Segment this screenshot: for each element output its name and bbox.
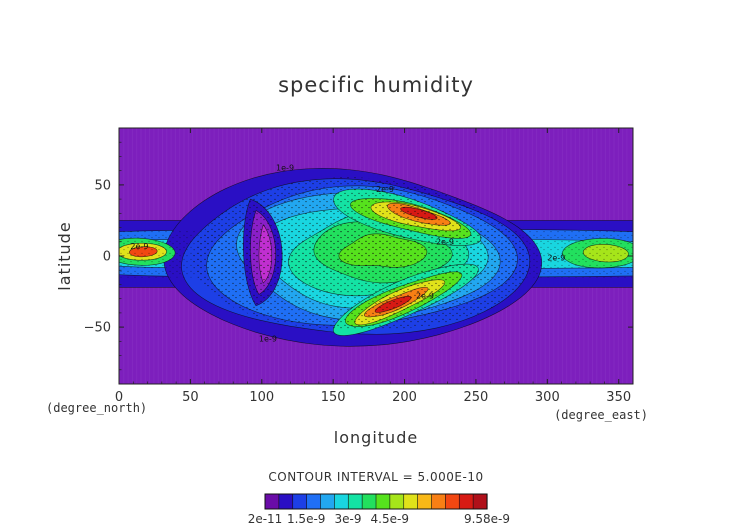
contour-lines: [119, 177, 633, 330]
colorbar-tick-labels: 2e-11 1.5e-9 3e-9 4.5e-9 9.58e-9: [248, 512, 510, 526]
colorbar-tick-label: 3e-9: [334, 512, 361, 526]
x-tick-label: 300: [535, 390, 560, 405]
contour-label: 2e-9: [416, 292, 434, 301]
colorbar-tick-label: 1.5e-9: [287, 512, 325, 526]
colorbar: [264, 493, 488, 510]
colorbar-swatch: [445, 493, 460, 510]
colorbar-swatch: [403, 493, 419, 510]
colorbar-swatch: [361, 493, 377, 510]
colorbar-swatch: [472, 493, 488, 510]
contour-label: 2e-9: [130, 242, 148, 251]
colorbar-swatch: [375, 493, 391, 510]
contour-labels: 2e-9 1e-9 2e-9 2e-9 2e-9 1e-9 2e-9: [130, 164, 565, 344]
plot-area: 2e-9 1e-9 2e-9 2e-9 2e-9 1e-9 2e-9: [118, 127, 634, 385]
colorbar-tick-label: 4.5e-9: [371, 512, 409, 526]
contour-label: 2e-9: [376, 185, 394, 194]
x-axis-ticks: 0 50 100 150 200 250 300 350: [115, 128, 634, 405]
x-tick-label: 200: [392, 390, 417, 405]
colorbar-swatch: [320, 493, 335, 510]
colorbar-swatch: [458, 493, 474, 510]
x-tick-label: 0: [115, 390, 123, 405]
chart-title: specific humidity: [278, 73, 474, 97]
colorbar-tick-label: 9.58e-9: [464, 512, 510, 526]
x-tick-label: 50: [182, 390, 199, 405]
colorbar-swatch: [278, 493, 294, 510]
x-tick-label: 150: [321, 390, 346, 405]
y-axis-ticks: −50 0 50: [84, 127, 633, 385]
y-tick-label: −50: [84, 321, 111, 336]
x-tick-label: 350: [606, 390, 631, 405]
y-unit-label: (degree_north): [46, 401, 147, 415]
x-tick-label: 250: [464, 390, 489, 405]
contour-interval-label: CONTOUR INTERVAL = 5.000E-10: [268, 470, 483, 484]
y-axis-label: latitude: [55, 221, 74, 290]
colorbar-swatch: [389, 493, 405, 510]
colorbar-swatch: [292, 493, 308, 510]
x-tick-label: 100: [249, 390, 274, 405]
colorbar-frame: [264, 493, 488, 510]
colorbar-swatch: [431, 493, 446, 510]
contour-label: 2e-9: [547, 253, 565, 262]
x-axis-label: longitude: [334, 428, 418, 447]
contour-noise-band: [119, 230, 633, 278]
contour-label: 2e-9: [436, 238, 454, 247]
colorbar-swatch: [306, 493, 322, 510]
contour-label: 1e-9: [259, 334, 277, 343]
colorbar-swatch: [334, 493, 349, 510]
y-tick-label: 0: [103, 250, 111, 265]
y-tick-label: 50: [94, 178, 111, 193]
colorbar-swatch: [264, 493, 280, 510]
contour-label: 1e-9: [276, 164, 294, 173]
colorbar-tick-label: 2e-11: [248, 512, 283, 526]
colorbar-swatch: [417, 493, 433, 510]
x-unit-label: (degree_east): [554, 408, 648, 422]
colorbar-swatch: [347, 493, 363, 510]
